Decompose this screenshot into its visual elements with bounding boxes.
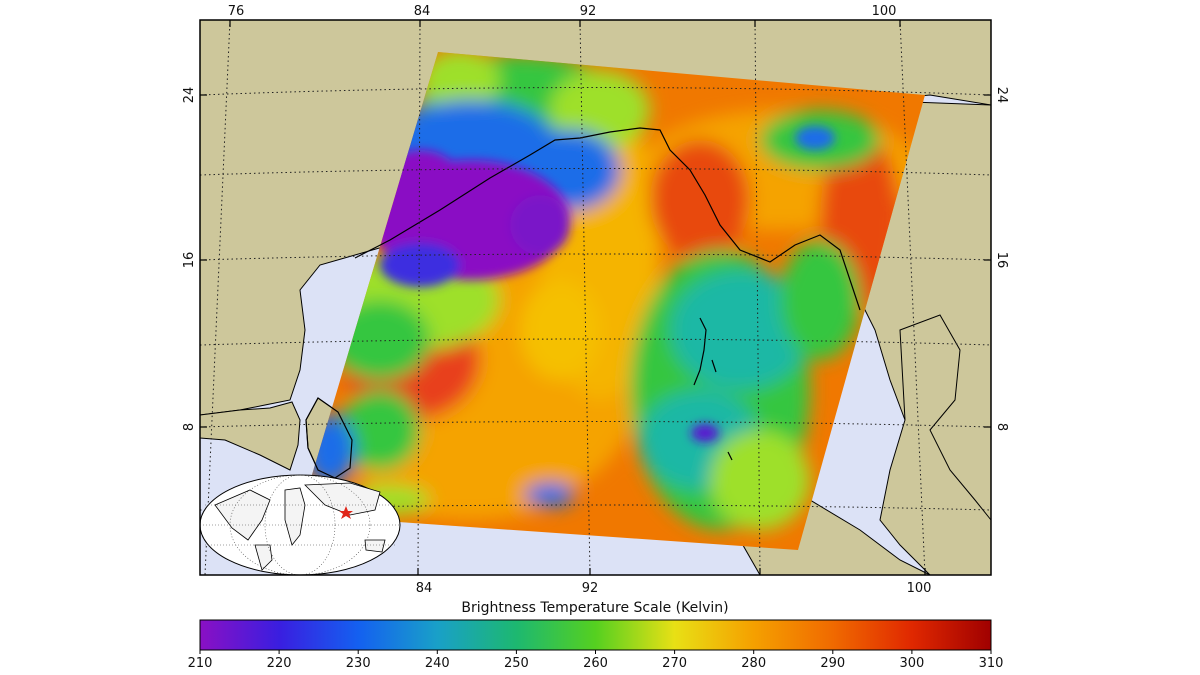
coastline-bengal — [354, 127, 861, 311]
lon-label-top-92: 92 — [580, 4, 597, 19]
lon-label-top-84: 84 — [414, 4, 431, 19]
scale-tick-label: 270 — [662, 656, 687, 671]
lon-label-top-76: 76 — [228, 4, 245, 19]
lat-label-right-16: 16 — [994, 252, 1009, 269]
map-frame — [200, 20, 991, 575]
coastline-andaman — [693, 317, 733, 461]
land-india-tip — [200, 401, 301, 471]
brightness-swath — [300, 52, 925, 550]
red-star-icon — [339, 506, 353, 519]
border-ticks — [200, 20, 991, 575]
scale-ticks: 210 220 230 240 250 260 270 280 290 300 310 — [188, 650, 1004, 671]
lat-label-right-8: 8 — [994, 423, 1009, 431]
scale-tick-label: 260 — [583, 656, 608, 671]
lon-label-bottom-84: 84 — [416, 581, 433, 596]
scale-title: Brightness Temperature Scale (Kelvin) — [461, 600, 728, 616]
lat-label-left-24: 24 — [182, 87, 197, 104]
world-globe-icon — [200, 474, 401, 575]
scale-tick-label: 210 — [188, 656, 213, 671]
land-malay-peninsula — [879, 314, 991, 575]
lon-label-bottom-100: 100 — [907, 581, 932, 596]
lon-label-bottom-92: 92 — [582, 581, 599, 596]
scale-tick-label: 300 — [899, 656, 924, 671]
map-border — [199, 19, 992, 576]
lat-label-left-16: 16 — [182, 252, 197, 269]
scale-tick-label: 290 — [820, 656, 845, 671]
color-scale-bar — [199, 619, 992, 651]
lon-label-top-100: 100 — [872, 4, 897, 19]
scale-tick-label: 240 — [425, 656, 450, 671]
scale-tick-label: 230 — [346, 656, 371, 671]
scale-tick-label: 310 — [979, 656, 1004, 671]
scale-tick-label: 280 — [741, 656, 766, 671]
scale-tick-label: 250 — [504, 656, 529, 671]
lat-label-left-8: 8 — [182, 423, 197, 431]
scale-tick-label: 220 — [267, 656, 292, 671]
lat-label-right-24: 24 — [994, 87, 1009, 104]
